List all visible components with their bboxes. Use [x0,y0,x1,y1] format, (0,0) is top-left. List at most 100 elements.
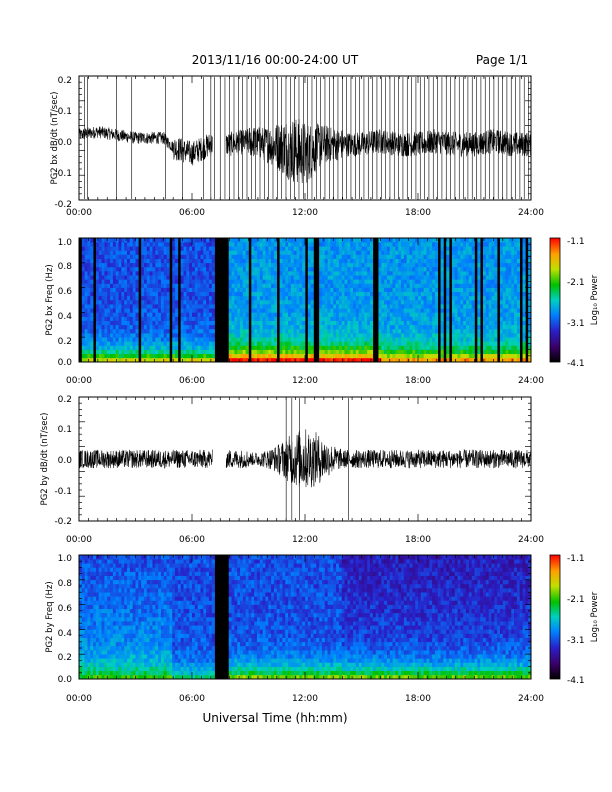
bx-spectrogram-cell [485,328,489,334]
bx-spectrogram-cell [457,304,461,309]
bx-spectrogram-cell [143,271,148,276]
bx-spectrogram-cell [251,283,255,288]
bx-spectrogram-cell [186,337,190,342]
bx-spectrogram-cell [127,337,131,342]
bx-spectrogram-cell [180,345,184,350]
bx-spectrogram-cell [508,271,512,276]
bx-spectrogram-cell [522,250,526,255]
bx-spectrogram-cell [112,271,117,276]
bx-spectrogram-cell [265,300,269,305]
bx-spectrogram-cell [401,271,405,276]
bx-spectrogram-cell [206,291,210,297]
bx-spectrogram-cell [460,320,464,326]
bx-spectrogram-cell [426,238,430,243]
bx-spectrogram-cell [273,304,278,309]
bx-spectrogram-cell [499,266,504,272]
bx-spectrogram-cell [132,333,136,338]
bx-spectrogram-cell [143,341,148,346]
bx-spectrogram-cell [200,266,204,272]
bx-spectrogram-cell [242,312,246,317]
bx-spectrogram-cell [189,295,193,301]
bx-spectrogram-cell [124,271,128,276]
bx-spectrogram-cell [355,320,359,326]
bx-spectrogram-cell [440,291,444,297]
by-spectrogram-cell [107,641,111,647]
bx-spectrogram-cell [307,349,311,355]
bx-spectrogram-cell [279,337,283,342]
bx-spectrogram-cell [429,312,433,317]
bx-spectrogram-cell [231,345,235,350]
bx-spectrogram-cell [395,304,399,309]
bx-spectrogram-cell [189,254,193,259]
bx-spectrogram-cell [101,271,105,276]
by-spectrogram-cell [93,633,97,638]
bx-spectrogram-cell [166,295,170,301]
bx-spectrogram-cell [485,283,489,288]
bx-spectrogram-cell [282,357,286,363]
bx-spectrogram-cell [285,300,289,305]
bx-spectrogram-cell [160,341,165,346]
bx-spectrogram-cell [90,353,94,359]
bx-spectrogram-cell [468,238,472,243]
bx-spectrogram-cell [81,262,85,268]
bx-spectrogram-cell [112,312,117,317]
bx-spectrogram-cell [454,328,458,334]
bx-spectrogram-cell [502,304,506,309]
bx-spectrogram-cell [471,341,475,346]
bx-spectrogram-cell [141,353,145,359]
bx-spectrogram-cell [412,266,416,272]
bx-spectrogram-cell [208,283,213,288]
by-spectrogram-cell [112,658,117,663]
bx-spectrogram-cell [110,266,114,272]
by-spectrogram-cell [110,608,114,614]
bx-spectrogram-cell [341,333,345,338]
bx-spectrogram-cell [141,304,145,309]
bx-spectrogram-cell [242,304,246,309]
bx-spectrogram-cell [228,279,232,284]
by-spectrogram-cell [93,600,97,605]
bx-spectrogram-cell [200,279,204,284]
bx-spectrogram-cell [121,242,125,247]
bx-spectrogram-cell [364,238,368,243]
bx-spectrogram-cell [135,250,139,255]
bx-spectrogram-cell [398,300,402,305]
bx-spectrogram-cell [392,349,396,355]
bx-spectrogram-cell [256,312,261,317]
bx-spectrogram-cell [350,341,354,346]
bx-spectrogram-cell [494,357,498,363]
bx-spectrogram-cell [508,328,512,334]
bx-spectrogram-cell [420,262,424,268]
bx-spectrogram-cell [502,308,506,313]
bx-spectrogram-cell [172,300,176,305]
bx-spectrogram-cell [338,304,343,309]
bx-spectrogram-cell [451,246,456,251]
bx-spectrogram-cell [143,316,148,321]
bx-spectrogram-cell [522,258,526,264]
bx-spectrogram-cell [290,279,295,284]
bx-spectrogram-cell [262,246,266,251]
bx-spectrogram-cell [279,275,283,280]
bx-spectrogram-cell [338,320,343,326]
bx-spectrogram-cell [361,341,365,346]
bx-spectrogram-cell [440,320,444,326]
bx-spectrogram-cell [98,291,102,297]
bx-spectrogram-cell [460,291,464,297]
bx-spectrogram-cell [333,320,337,326]
by-spectrogram-cell [110,612,114,618]
bx-spectrogram-cell [282,242,286,247]
bx-spectrogram-cell [101,258,105,264]
bx-spectrogram-cell [98,304,102,309]
bx-spectrogram-cell [319,291,323,297]
bx-spectrogram-cell [87,275,91,280]
bx-spectrogram-cell [418,238,422,243]
bx-spectrogram-cell [158,353,162,359]
bx-spectrogram-cell [268,316,272,321]
bx-spectrogram-cell [457,349,461,355]
by-spectrogram-cell [90,621,94,626]
bx-spectrogram-cell [115,275,119,280]
bx-spectrogram-cell [101,242,105,247]
bx-spectrogram-cell [242,242,246,247]
bx-spectrogram-cell [245,341,249,346]
bx-spectrogram-cell [197,275,201,280]
bx-spectrogram-cell [468,271,472,276]
